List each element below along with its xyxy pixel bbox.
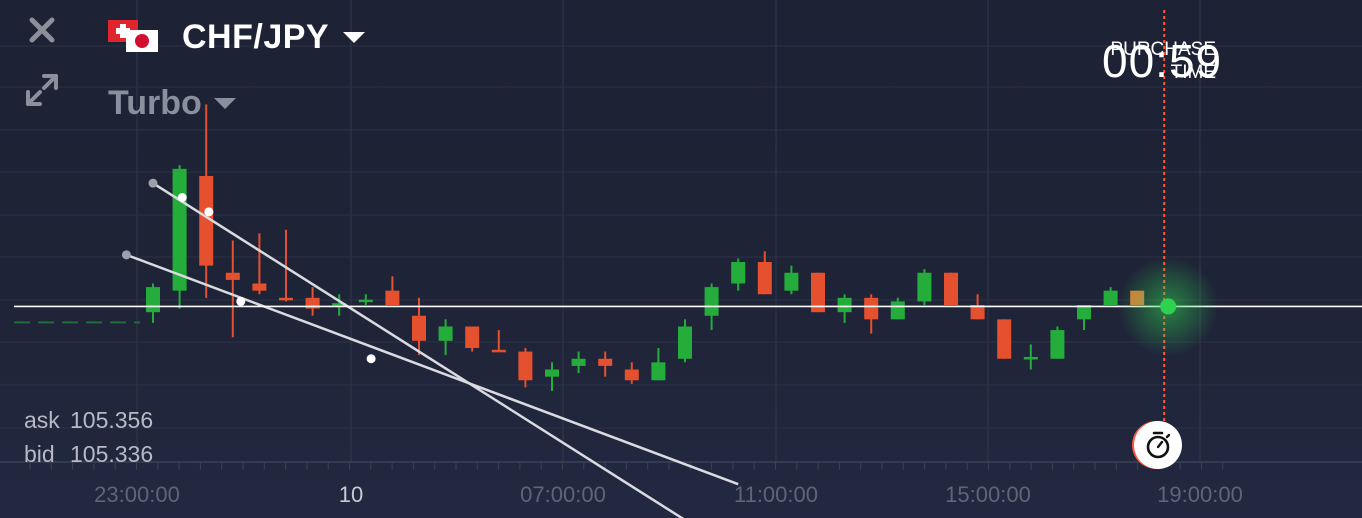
x-tick-label: 11:00:00 xyxy=(734,482,818,507)
x-tick-label: 15:00:00 xyxy=(945,482,1031,507)
bid-value: 105.336 xyxy=(70,441,154,467)
x-tick-label: 19:00:00 xyxy=(1157,482,1243,507)
bid-quote: bid 105.336 xyxy=(24,441,153,468)
candle-body xyxy=(970,305,985,320)
candle-body xyxy=(412,315,426,341)
x-tick-label: 07:00:00 xyxy=(520,482,606,507)
live-price-dot xyxy=(1160,298,1177,315)
candle-body xyxy=(225,272,240,280)
candle-body xyxy=(651,362,666,381)
stopwatch-icon xyxy=(1146,431,1171,459)
candle-body xyxy=(757,262,772,295)
bid-label: bid xyxy=(24,441,55,467)
candle-body xyxy=(146,287,160,313)
trend-line-handle xyxy=(177,193,187,202)
candle-body xyxy=(305,297,320,309)
candle-body xyxy=(465,326,480,348)
mode-label: Turbo xyxy=(108,84,202,122)
trend-line xyxy=(125,253,739,486)
candle-body xyxy=(811,272,825,313)
candle-body xyxy=(944,272,958,305)
ask-value: 105.356 xyxy=(70,407,154,433)
purchase-label-line1: PURCHASE xyxy=(1110,39,1216,60)
asset-pair-label: CHF/JPY xyxy=(182,18,330,56)
candle-body xyxy=(1050,330,1065,359)
candle-body xyxy=(704,287,719,316)
candle-body xyxy=(890,301,905,320)
trend-line-handle xyxy=(366,354,376,364)
candle-body xyxy=(358,299,373,303)
candle-body xyxy=(438,326,453,341)
candle-body xyxy=(545,369,559,377)
candle-body xyxy=(997,319,1012,359)
chf-jpy-flags-icon xyxy=(108,20,158,52)
trend-line-handle xyxy=(236,296,246,306)
candle-body xyxy=(252,283,267,291)
candle-body xyxy=(199,176,214,266)
trend-line xyxy=(152,182,685,518)
candle-body xyxy=(279,297,293,301)
trend-line-handle xyxy=(204,207,214,217)
close-button[interactable] xyxy=(26,14,58,46)
x-tick-label: 23:00:00 xyxy=(94,482,180,507)
candle-body xyxy=(678,326,692,359)
trend-line-handle xyxy=(121,250,131,260)
currency-flags xyxy=(108,20,160,56)
candle-body xyxy=(731,262,746,284)
candle-body xyxy=(837,297,852,313)
purchase-time-label: PURCHASE TIME xyxy=(1110,38,1216,84)
candle-body xyxy=(917,272,932,302)
candle-body xyxy=(571,358,586,366)
trend-line-handle xyxy=(148,178,158,188)
purchase-countdown: 00:59 xyxy=(1102,35,1223,87)
ask-label: ask xyxy=(24,407,60,433)
ask-quote: ask 105.356 xyxy=(24,407,153,434)
candle-body xyxy=(598,358,613,366)
candle-body xyxy=(332,303,347,306)
candle-body xyxy=(1023,356,1038,360)
candle-body xyxy=(491,349,506,353)
purchase-label-line2: TIME xyxy=(1170,62,1216,83)
mode-selector[interactable]: Turbo xyxy=(108,84,236,123)
candle-body xyxy=(624,369,639,381)
candle-body xyxy=(864,297,879,320)
close-icon xyxy=(29,17,55,43)
fullscreen-button[interactable] xyxy=(24,72,60,108)
candle-body xyxy=(784,272,799,291)
chevron-down-icon xyxy=(213,98,236,109)
asset-selector[interactable]: CHF/JPY xyxy=(182,18,366,57)
expand-icon xyxy=(26,74,58,106)
expiry-marker-button[interactable] xyxy=(1134,421,1182,469)
candle-body xyxy=(1103,290,1118,305)
candle-body xyxy=(1077,305,1091,320)
chevron-down-icon xyxy=(343,32,366,43)
x-tick-label: 10 xyxy=(339,482,363,507)
candle-body xyxy=(385,290,400,305)
candle-body xyxy=(518,351,533,381)
